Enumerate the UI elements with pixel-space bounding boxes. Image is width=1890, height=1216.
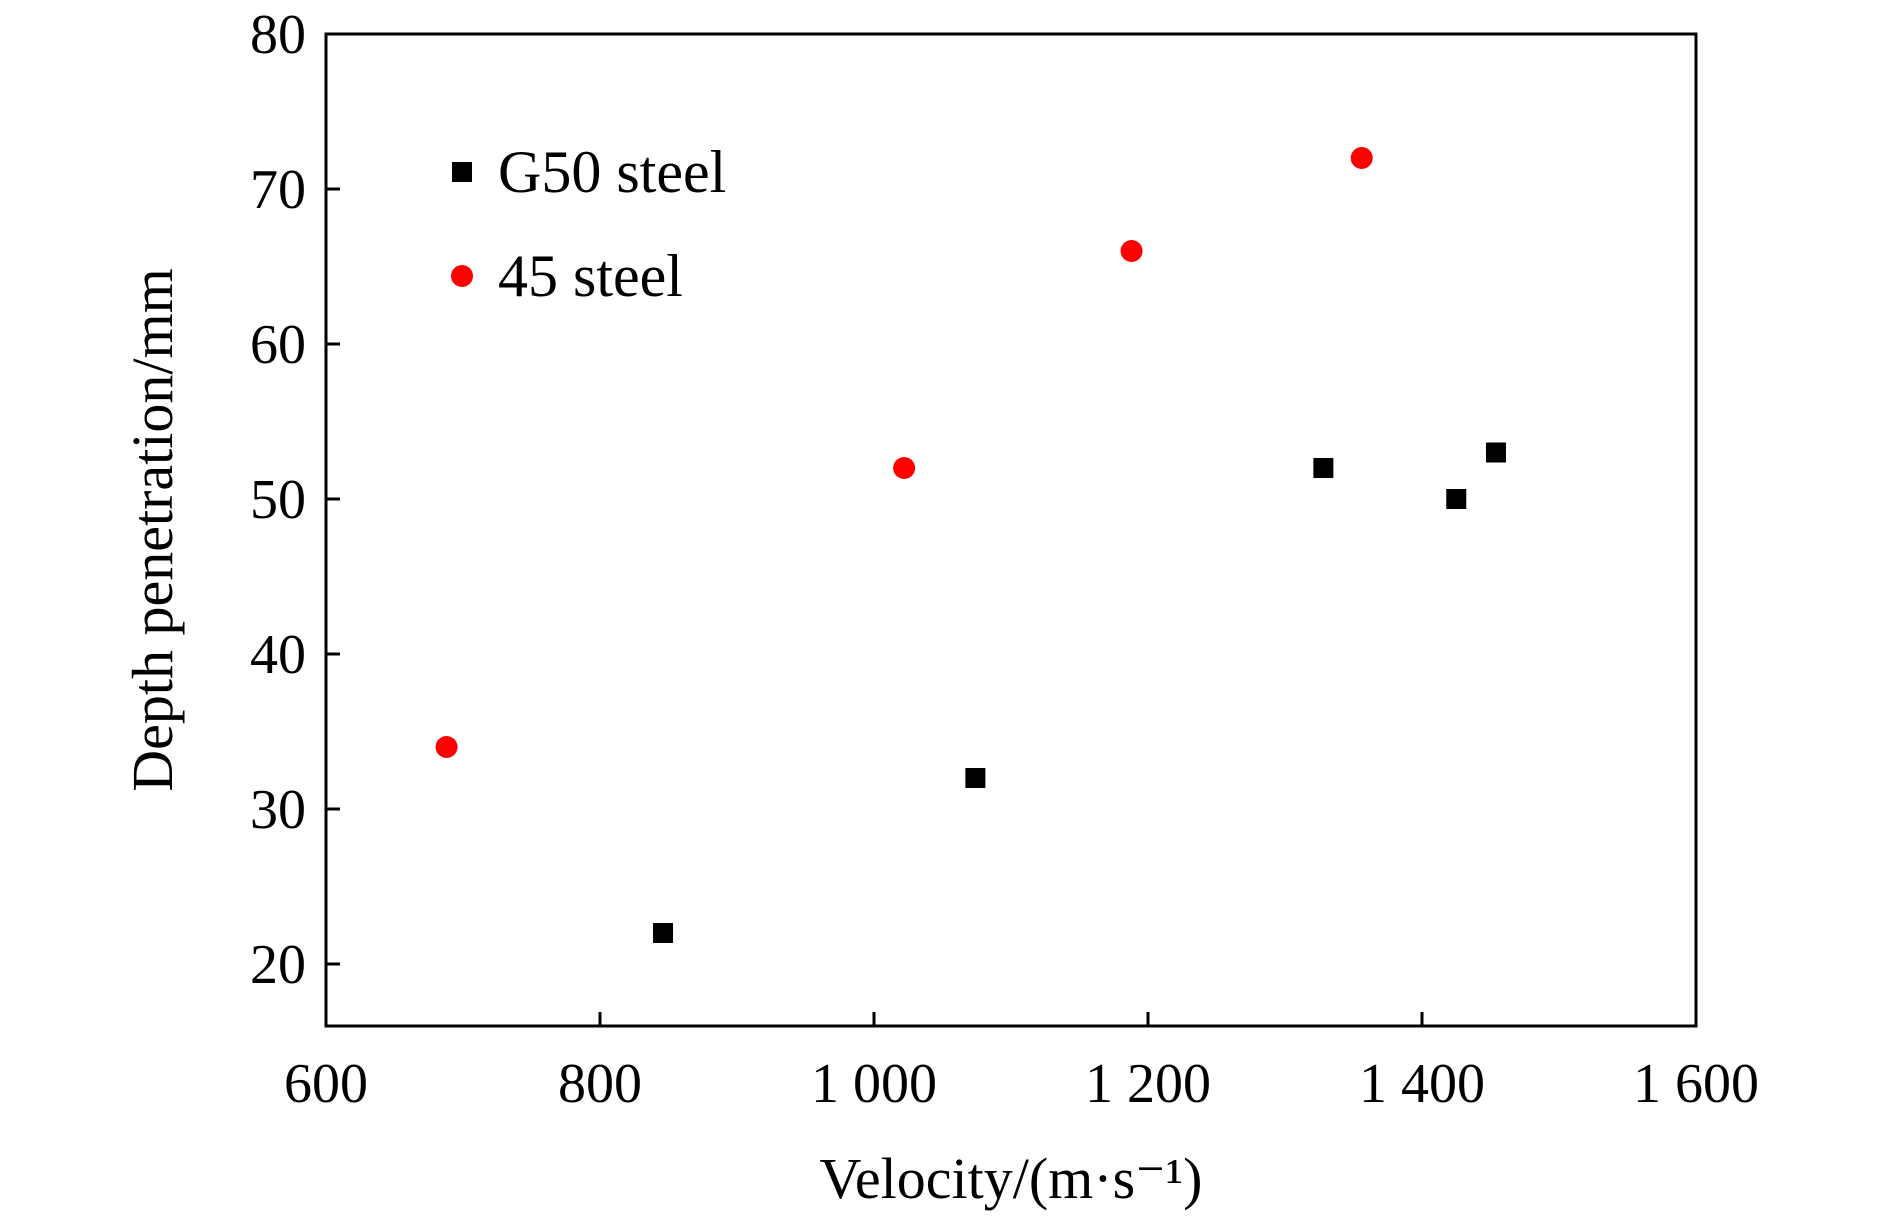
y-tick-label-40: 40 [250,624,306,686]
x-tick-label-600: 600 [284,1053,368,1115]
x-axis-ticks: 600 800 1 000 1 200 1 400 1 600 [284,1012,1759,1115]
x-tick-label-1600: 1 600 [1633,1053,1759,1115]
x-tick-label-1000: 1 000 [811,1053,937,1115]
y-tick-label-70: 70 [250,159,306,221]
x-tick-label-800: 800 [558,1053,642,1115]
point-series1-3 [1350,147,1373,169]
point-series1-0 [435,736,458,758]
point-series1-1 [893,457,916,479]
x-axis-title: Velocity/(m·s⁻¹) [819,1146,1202,1211]
point-series0-1 [965,768,986,788]
y-axis-title: Depth penetration/mm [120,268,185,791]
legend: G50 steel 45 steel [451,139,726,309]
point-series0-3 [1446,489,1467,509]
data-points [435,147,1506,943]
y-axis-ticks: 20 30 40 50 60 70 80 [250,4,340,996]
legend-label-0: G50 steel [498,139,726,205]
y-tick-label-80: 80 [250,4,306,66]
y-tick-label-60: 60 [250,314,306,376]
legend-marker-0 [452,162,472,182]
legend-marker-1 [451,265,473,287]
point-series1-2 [1120,240,1143,262]
y-tick-label-30: 30 [250,779,306,841]
y-tick-label-20: 20 [250,934,306,996]
legend-label-1: 45 steel [498,243,683,309]
point-series0-2 [1313,458,1334,478]
x-tick-label-1200: 1 200 [1085,1053,1211,1115]
x-tick-label-1400: 1 400 [1359,1053,1485,1115]
y-tick-label-50: 50 [250,469,306,531]
plot-area-frame [324,32,1698,1028]
point-series0-4 [1485,442,1506,463]
point-series0-0 [653,923,674,943]
